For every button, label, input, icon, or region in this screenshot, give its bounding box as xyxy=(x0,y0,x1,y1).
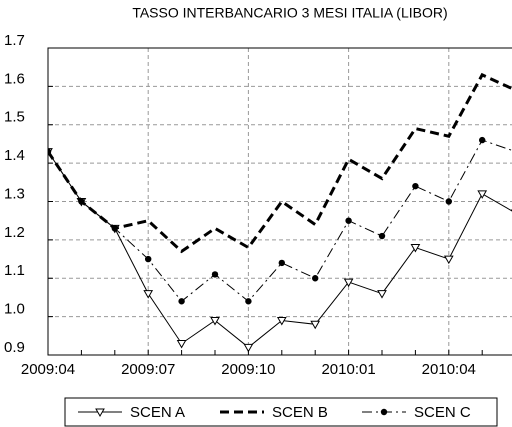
marker xyxy=(243,343,254,353)
marker xyxy=(378,232,386,240)
marker xyxy=(48,148,52,155)
marker xyxy=(345,217,352,224)
marker xyxy=(410,244,421,253)
legend-label: SCEN C xyxy=(414,404,471,421)
marker xyxy=(443,255,454,265)
y-tick-label: 1.5 xyxy=(4,109,25,126)
y-tick-label: 1.4 xyxy=(4,147,25,164)
marker xyxy=(479,136,486,144)
marker xyxy=(377,290,387,299)
marker xyxy=(412,182,419,190)
x-tick-label: 2010:04 xyxy=(422,361,476,378)
legend-box xyxy=(64,397,498,427)
marker xyxy=(343,278,354,288)
marker xyxy=(278,259,285,267)
y-tick-label: 0.9 xyxy=(4,339,25,356)
y-tick-label: 1.1 xyxy=(4,262,25,279)
chart-title: TASSO INTERBANCARIO 3 MESI ITALIA (LIBOR… xyxy=(132,5,447,21)
marker xyxy=(78,198,85,205)
marker xyxy=(145,255,152,263)
marker xyxy=(111,225,119,232)
x-tick-label: 2009:10 xyxy=(221,361,275,378)
y-tick-label: 1.6 xyxy=(4,70,25,87)
marker xyxy=(276,316,287,326)
marker xyxy=(176,339,187,349)
y-tick-label: 1.0 xyxy=(4,301,25,318)
x-tick-label: 2009:04 xyxy=(21,361,75,378)
axes: 0.9 1.0 1.1 1.2 1.3 1.4 1.5 1.6 1.7 2009:04 2009:0… xyxy=(4,32,483,378)
grid xyxy=(48,47,512,356)
y-tick-label: 1.3 xyxy=(4,185,25,202)
y-tick-label: 1.2 xyxy=(4,224,25,241)
marker xyxy=(380,408,388,416)
marker xyxy=(95,408,105,418)
legend-label: SCEN B xyxy=(272,404,328,421)
marker xyxy=(445,198,452,205)
x-tick-label: 2010:01 xyxy=(321,361,375,378)
marker xyxy=(211,271,219,278)
legend-label: SCEN A xyxy=(130,404,185,421)
plot xyxy=(48,72,512,353)
marker xyxy=(310,320,321,330)
marker xyxy=(143,290,154,299)
marker xyxy=(312,275,319,282)
y-tick-label: 1.7 xyxy=(4,32,25,49)
marker xyxy=(245,298,252,305)
marker xyxy=(178,298,185,305)
series-line xyxy=(48,139,512,302)
marker xyxy=(210,316,220,326)
series-line xyxy=(48,72,512,254)
x-tick-label: 2009:07 xyxy=(121,361,175,378)
marker xyxy=(477,190,488,199)
